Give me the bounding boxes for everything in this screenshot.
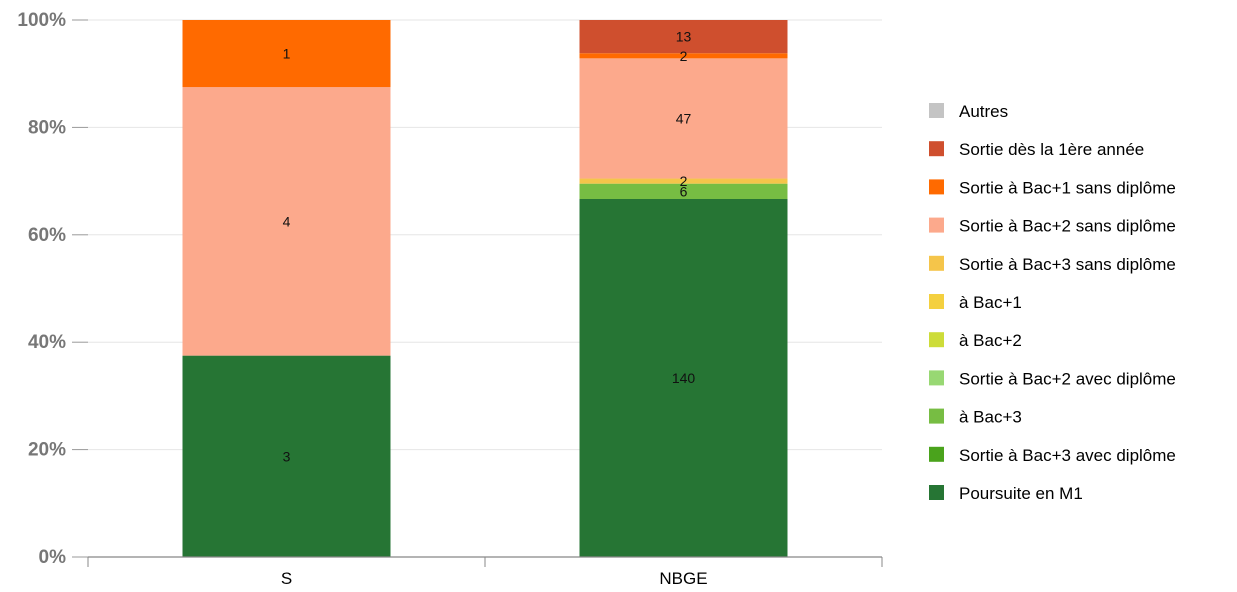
legend-label: Sortie dès la 1ère année (959, 140, 1144, 159)
legend: Autres Sortie dès la 1ère année Sortie à B… (929, 102, 1176, 503)
legend-swatch (929, 255, 944, 271)
legend-swatch (929, 485, 944, 500)
legend-label: à Bac+1 (959, 293, 1022, 312)
bar-segment-label: 13 (676, 29, 692, 45)
bar-segment (182, 355, 391, 557)
bar-segment-label: 6 (680, 183, 688, 199)
bar-segment (579, 199, 788, 557)
y-tick-label: 40% (28, 332, 66, 353)
legend-label: à Bac+2 (959, 331, 1022, 350)
bars (182, 20, 788, 557)
y-tick-label: 100% (17, 10, 66, 31)
bar-segment (182, 20, 391, 88)
x-tick-label: S (281, 569, 292, 588)
legend-label: Autres (959, 102, 1008, 121)
bar-segment-label: 140 (672, 370, 696, 386)
bar-segment (182, 87, 391, 356)
legend-swatch (929, 103, 944, 118)
legend-swatch (929, 294, 944, 309)
bar-segment-label: 2 (680, 173, 688, 189)
legend-label: Sortie à Bac+3 sans diplôme (959, 255, 1176, 274)
y-tick-label: 80% (28, 117, 66, 138)
legend-swatch (929, 179, 944, 195)
bar-segment-label: 4 (283, 213, 291, 229)
legend-label: Sortie à Bac+3 avec diplôme (959, 446, 1176, 465)
legend-label: Sortie à Bac+1 sans diplôme (959, 178, 1176, 197)
bar-segment-label: 1 (283, 46, 291, 62)
y-tick-label: 60% (28, 225, 66, 246)
legend-label: Sortie à Bac+2 sans diplôme (959, 217, 1176, 236)
bar-segment-label: 47 (676, 110, 692, 126)
bar-segment-label: 2 (680, 48, 688, 64)
y-axis-ticks: 0% 20% 40% 60% 80% 100% (17, 10, 88, 568)
bar-segment-label: 3 (283, 448, 291, 464)
bar-segment (579, 178, 788, 184)
bar-segment (579, 183, 788, 199)
legend-swatch (929, 370, 944, 386)
bar-segment (579, 58, 788, 179)
legend-swatch (929, 408, 944, 424)
x-axis: S NBGE (87, 556, 883, 588)
legend-label: Poursuite en M1 (959, 484, 1083, 503)
legend-swatch (929, 332, 944, 348)
x-tick-label: NBGE (659, 569, 707, 588)
legend-swatch (929, 446, 944, 462)
bar-segment (579, 20, 788, 54)
legend-swatch (929, 217, 944, 233)
legend-label: à Bac+3 (959, 408, 1022, 427)
legend-swatch (929, 141, 944, 157)
bar-segment (579, 53, 788, 59)
y-tick-label: 0% (39, 547, 67, 568)
legend-label: Sortie à Bac+2 avec diplôme (959, 369, 1176, 388)
y-tick-label: 20% (28, 440, 66, 461)
